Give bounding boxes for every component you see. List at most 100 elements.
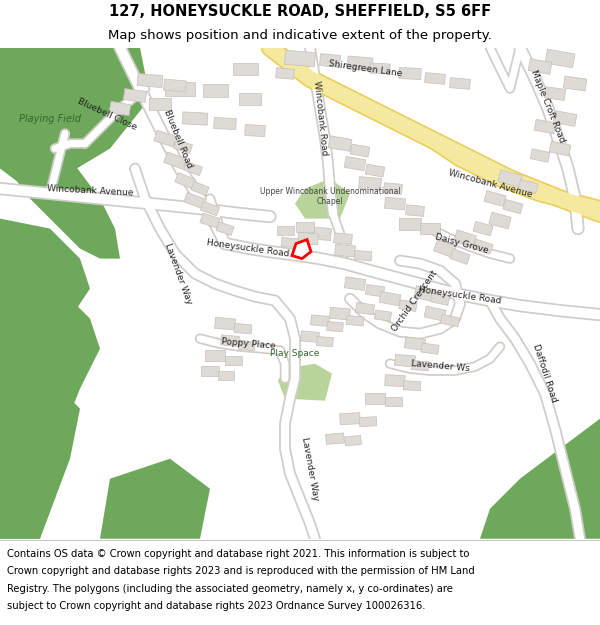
Bar [450, 249, 470, 264]
Bar [553, 111, 577, 126]
Bar [215, 318, 235, 330]
Bar [420, 223, 440, 234]
Bar [334, 233, 352, 244]
Bar [184, 192, 206, 209]
Text: Lavender Way: Lavender Way [163, 242, 193, 306]
Text: Map shows position and indicative extent of the property.: Map shows position and indicative extent… [108, 29, 492, 42]
Text: Contains OS data © Crown copyright and database right 2021. This information is : Contains OS data © Crown copyright and d… [7, 549, 470, 559]
Text: Wincobank Road: Wincobank Road [311, 81, 328, 156]
Bar [344, 277, 365, 291]
Bar [424, 306, 446, 321]
Bar [498, 170, 522, 187]
Bar [385, 198, 406, 210]
Text: Wincobank Avenue: Wincobank Avenue [47, 184, 133, 198]
Bar [301, 331, 319, 342]
Bar [385, 397, 401, 406]
Text: Play Space: Play Space [271, 349, 320, 358]
Bar [298, 232, 319, 245]
Text: Honeysuckle Road: Honeysuckle Road [206, 238, 290, 259]
Bar [399, 68, 421, 79]
Bar [221, 335, 239, 346]
Bar [449, 78, 470, 89]
Bar [534, 119, 556, 134]
Text: Poppy Place: Poppy Place [221, 337, 275, 351]
Bar [563, 76, 587, 91]
Text: Registry. The polygons (including the associated geometry, namely x, y co-ordina: Registry. The polygons (including the as… [7, 584, 453, 594]
Bar [518, 179, 538, 194]
Bar [421, 343, 439, 354]
Bar [218, 371, 234, 380]
Bar [277, 226, 293, 235]
Bar [503, 199, 523, 214]
Bar [374, 310, 392, 321]
Polygon shape [278, 364, 332, 401]
Bar [201, 366, 219, 376]
Bar [355, 302, 374, 315]
Text: 127, HONEYSUCKLE ROAD, SHEFFIELD, S5 6FF: 127, HONEYSUCKLE ROAD, SHEFFIELD, S5 6FF [109, 4, 491, 19]
Bar [403, 381, 421, 391]
Bar [385, 374, 405, 387]
Bar [473, 221, 493, 236]
Text: Lavender Way: Lavender Way [300, 436, 320, 501]
Text: Wincobank Avenue: Wincobank Avenue [447, 168, 533, 199]
Text: subject to Crown copyright and database rights 2023 Ordnance Survey 100026316.: subject to Crown copyright and database … [7, 601, 426, 611]
Bar [399, 217, 421, 229]
Bar [311, 315, 329, 326]
Bar [399, 300, 417, 311]
Bar [530, 149, 550, 162]
Bar [454, 230, 476, 248]
Bar [328, 136, 352, 151]
Bar [164, 79, 187, 92]
Bar [406, 205, 424, 216]
Polygon shape [0, 48, 120, 259]
Bar [365, 164, 385, 177]
Bar [175, 173, 195, 189]
Bar [326, 433, 344, 444]
Bar [347, 56, 373, 71]
Bar [154, 130, 176, 147]
Bar [124, 89, 146, 102]
Polygon shape [0, 359, 80, 539]
Bar [359, 417, 377, 427]
Bar [545, 49, 575, 68]
Bar [233, 62, 257, 74]
Bar [365, 393, 385, 404]
Text: Honeysuckle Road: Honeysuckle Road [418, 286, 502, 306]
Text: Shiregreen Lane: Shiregreen Lane [328, 59, 403, 78]
Bar [109, 101, 131, 116]
Bar [414, 286, 436, 302]
Bar [528, 59, 552, 74]
Bar [275, 68, 295, 79]
Polygon shape [0, 219, 90, 339]
Polygon shape [295, 179, 350, 219]
Bar [425, 72, 445, 84]
Bar [205, 350, 225, 361]
Bar [234, 323, 252, 334]
Text: Daisy Grove: Daisy Grove [434, 232, 490, 255]
Bar [383, 182, 403, 194]
Bar [379, 291, 401, 306]
Bar [544, 87, 566, 101]
Text: Crown copyright and database rights 2023 and is reproduced with the permission o: Crown copyright and database rights 2023… [7, 566, 475, 576]
Bar [200, 213, 220, 228]
Bar [350, 144, 370, 157]
Text: Lavender Ws: Lavender Ws [410, 359, 470, 372]
Bar [216, 222, 234, 236]
Bar [296, 222, 314, 232]
Bar [239, 341, 256, 351]
Text: Upper Wincobank Undenominational
Chapel: Upper Wincobank Undenominational Chapel [260, 187, 400, 206]
Bar [344, 156, 366, 171]
Bar [184, 161, 203, 176]
Bar [320, 54, 340, 68]
Text: Maple Croft Road: Maple Croft Road [529, 69, 567, 144]
Polygon shape [0, 48, 30, 79]
Bar [411, 361, 429, 371]
Bar [395, 354, 415, 367]
Bar [164, 152, 186, 169]
Bar [440, 314, 460, 327]
Polygon shape [100, 459, 210, 539]
Bar [203, 84, 227, 97]
Bar [149, 98, 171, 109]
Text: Orchid Crescent: Orchid Crescent [391, 268, 439, 333]
Bar [359, 177, 382, 191]
